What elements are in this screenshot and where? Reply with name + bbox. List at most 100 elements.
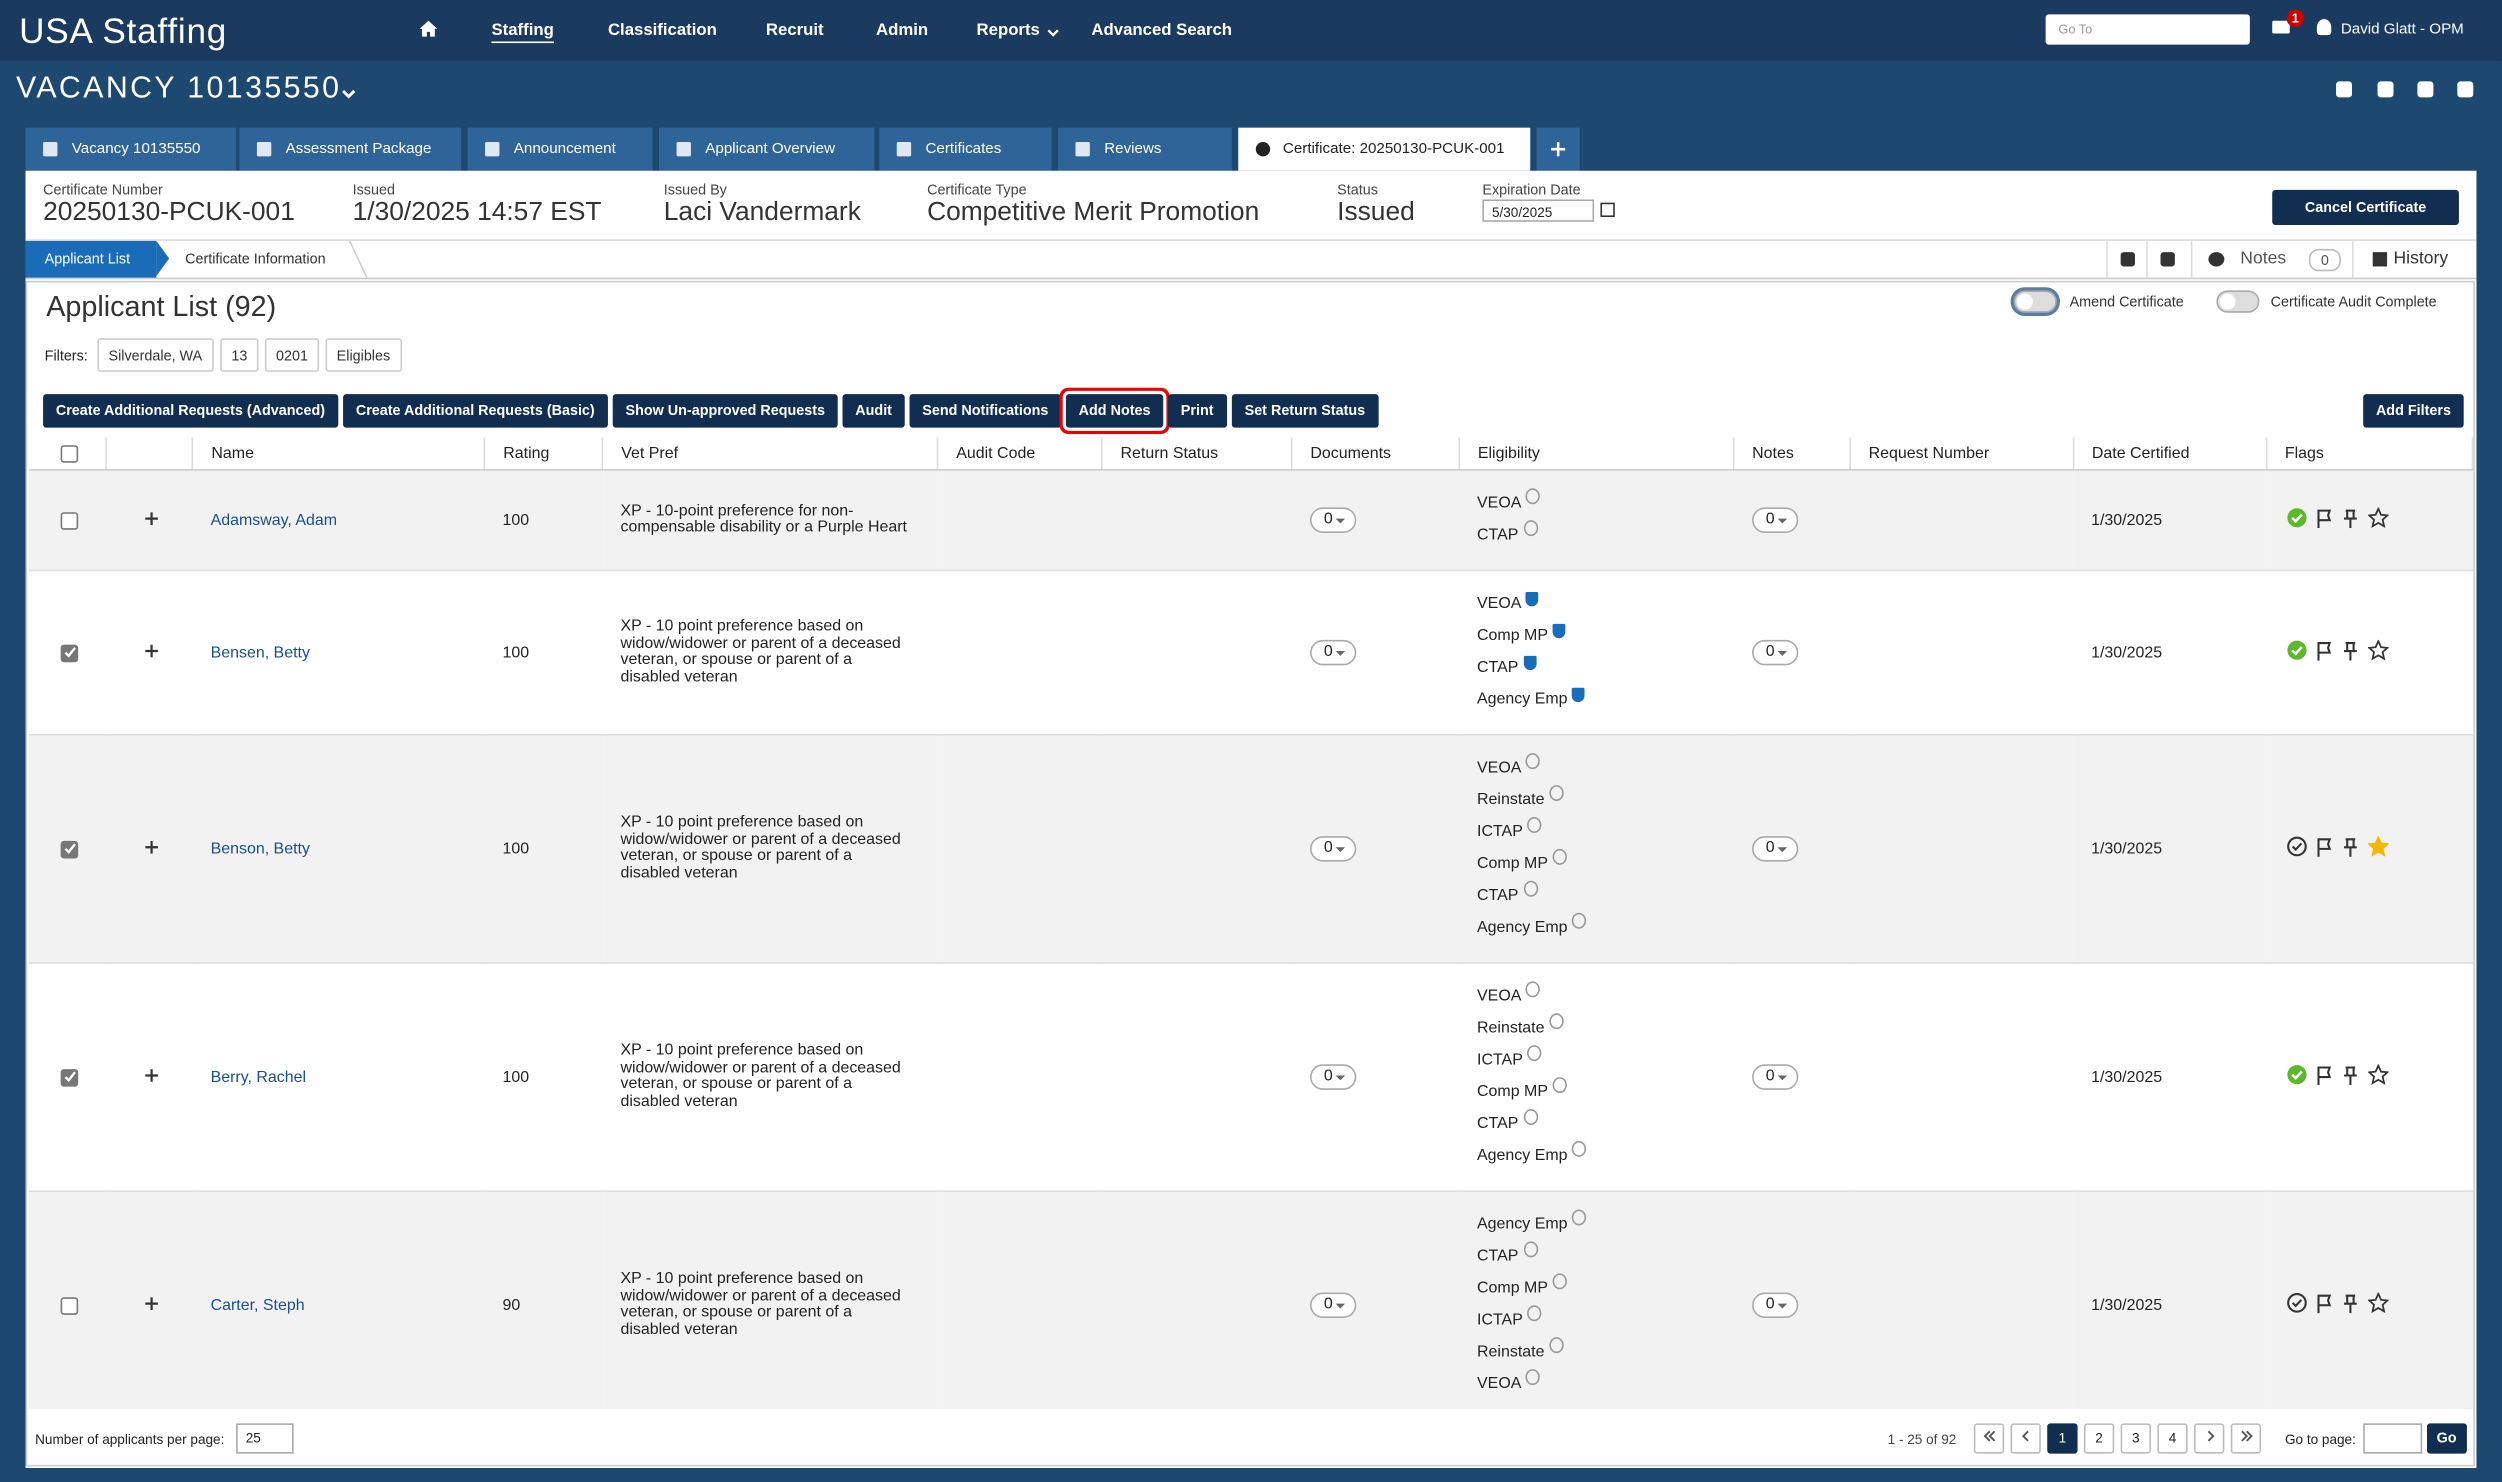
eligibility-item: ICTAP	[1477, 1305, 1734, 1337]
documents-count[interactable]: 0	[1309, 1292, 1357, 1319]
next-page[interactable]	[2194, 1423, 2225, 1454]
filter-chip[interactable]: Silverdale, WA	[97, 338, 214, 372]
new-tab[interactable]	[1536, 127, 1580, 171]
tab[interactable]: Assessment Package	[239, 127, 462, 171]
toggle[interactable]	[2013, 290, 2057, 313]
header-tool-icon[interactable]	[2377, 81, 2394, 98]
notes-count[interactable]: 0	[1751, 507, 1799, 533]
field-label: Issued By	[663, 181, 727, 198]
filter-chip[interactable]: 0201	[264, 338, 320, 372]
nav-item[interactable]: Recruit	[765, 20, 824, 40]
column-header[interactable]: Vet Pref	[602, 437, 939, 471]
nav-item[interactable]: Classification	[607, 20, 717, 40]
column-header[interactable]: Eligibility	[1459, 437, 1735, 471]
action-button[interactable]: Create Additional Requests (Advanced)	[43, 394, 338, 428]
tool-button[interactable]	[2106, 240, 2147, 278]
tab[interactable]: Vacancy 10135550	[25, 127, 237, 171]
header-tool-icon[interactable]	[2417, 81, 2434, 98]
tab[interactable]: Announcement	[467, 127, 653, 171]
flag-icon	[2316, 1065, 2334, 1089]
search-box[interactable]: Go To	[2045, 14, 2250, 45]
user-name[interactable]: David Glatt - OPM	[2340, 20, 2464, 39]
nav-item[interactable]: Admin	[876, 20, 929, 40]
last-page[interactable]	[2230, 1423, 2262, 1454]
notes-count[interactable]: 0	[1751, 1064, 1799, 1090]
nav-item[interactable]: Reports	[977, 21, 1059, 40]
page-button[interactable]: 2	[2083, 1423, 2115, 1454]
column-header[interactable]: Date Certified	[2073, 437, 2268, 471]
notes-button[interactable]: Notes 0	[2190, 240, 2354, 278]
tab[interactable]: Certificates	[879, 127, 1052, 171]
nav-item[interactable]: Staffing	[491, 20, 554, 40]
filter-chip[interactable]: 13	[220, 338, 259, 372]
cancel-button[interactable]: Cancel Certificate	[2272, 189, 2459, 225]
notes-count[interactable]: 0	[1751, 1292, 1799, 1319]
row-checkbox[interactable]	[60, 1296, 79, 1315]
action-button[interactable]: Create Additional Requests (Basic)	[343, 394, 608, 428]
applicant-name[interactable]: Bensen, Betty	[193, 570, 485, 736]
vet-pref: XP - 10 point preference based on widow/…	[602, 570, 938, 736]
logo[interactable]: USA Staffing	[19, 11, 228, 52]
notes-count[interactable]: 0	[1751, 639, 1799, 666]
documents-count[interactable]: 0	[1309, 1064, 1357, 1090]
applicant-name[interactable]: Berry, Rachel	[193, 962, 485, 1192]
action-button[interactable]: Send Notifications	[909, 394, 1062, 428]
page-button[interactable]: 1	[2047, 1423, 2078, 1454]
goto-input[interactable]	[2363, 1423, 2423, 1454]
row-checkbox[interactable]	[60, 840, 79, 858]
column-header[interactable]: Documents	[1291, 437, 1461, 471]
select-all-checkbox[interactable]	[60, 444, 79, 462]
documents-count[interactable]: 0	[1309, 507, 1357, 533]
tab[interactable]: Certificate: 20250130-PCUK-001	[1238, 127, 1531, 171]
action-button[interactable]: Add Notes	[1065, 394, 1164, 428]
documents-count[interactable]: 0	[1309, 639, 1357, 666]
go-button[interactable]: Go	[2426, 1423, 2467, 1454]
documents-count[interactable]: 0	[1309, 836, 1357, 862]
tool-button[interactable]	[2146, 240, 2192, 278]
notes-count[interactable]: 0	[1751, 836, 1799, 862]
eligibility: Agency Emp CTAP Comp MP ICTAP Reinstate VEOA	[1459, 1191, 1734, 1409]
action-button[interactable]: Set Return Status	[1231, 394, 1378, 428]
applicant-name[interactable]: Carter, Steph	[193, 1191, 485, 1409]
action-button[interactable]: Print	[1168, 394, 1227, 428]
tab[interactable]: Reviews	[1057, 127, 1232, 171]
star-icon	[2367, 506, 2391, 533]
row-checkbox[interactable]	[60, 1068, 79, 1086]
column-header[interactable]: Rating	[484, 437, 604, 471]
filter-chip[interactable]: Eligibles	[325, 338, 402, 372]
column-header[interactable]: Notes	[1733, 437, 1852, 471]
toggle[interactable]	[2216, 290, 2260, 313]
subtab[interactable]: Certificate Information	[185, 250, 326, 267]
applicant-name[interactable]: Benson, Betty	[193, 734, 485, 964]
tab[interactable]: Applicant Overview	[659, 127, 875, 171]
action-button[interactable]: Show Un-approved Requests	[612, 394, 838, 428]
page-button[interactable]: 3	[2120, 1423, 2151, 1454]
applicant-row: Bensen, Betty 100 XP - 10 point preference…	[28, 570, 2473, 736]
date-certified: 1/30/2025	[2073, 734, 2267, 964]
column-header[interactable]: Request Number	[1850, 437, 2075, 471]
nav-item[interactable]: Advanced Search	[1091, 20, 1233, 40]
subtab-active[interactable]: Applicant List	[25, 240, 157, 278]
date-input[interactable]: 5/30/2025	[1482, 199, 1595, 222]
action-button[interactable]: Audit	[842, 394, 905, 428]
column-header[interactable]: Flags	[2266, 437, 2474, 471]
add-filters-button[interactable]: Add Filters	[2363, 394, 2464, 428]
column-header[interactable]: Return Status	[1102, 437, 1293, 471]
row-checkbox[interactable]	[60, 643, 79, 662]
per-page-select[interactable]: 25	[236, 1423, 294, 1454]
mail-icon[interactable]	[2272, 20, 2290, 34]
column-header[interactable]: Audit Code	[937, 437, 1103, 471]
prev-page[interactable]	[2010, 1423, 2041, 1454]
calendar-icon[interactable]	[1600, 202, 1615, 218]
header-tool-icon[interactable]	[2457, 81, 2474, 98]
history-button[interactable]: History	[2352, 240, 2476, 278]
applicant-name[interactable]: Adamsway, Adam	[193, 469, 485, 572]
header-tool-icon[interactable]	[2336, 81, 2353, 98]
column-header[interactable]: Name	[193, 437, 486, 471]
vacancy-title[interactable]: VACANCY 10135550	[15, 71, 342, 106]
tab-label: Certificate: 20250130-PCUK-001	[1282, 140, 1505, 158]
page-button[interactable]: 4	[2157, 1423, 2188, 1454]
row-checkbox[interactable]	[60, 511, 79, 529]
arrow	[2240, 1425, 2253, 1452]
first-page[interactable]	[1973, 1423, 2005, 1454]
